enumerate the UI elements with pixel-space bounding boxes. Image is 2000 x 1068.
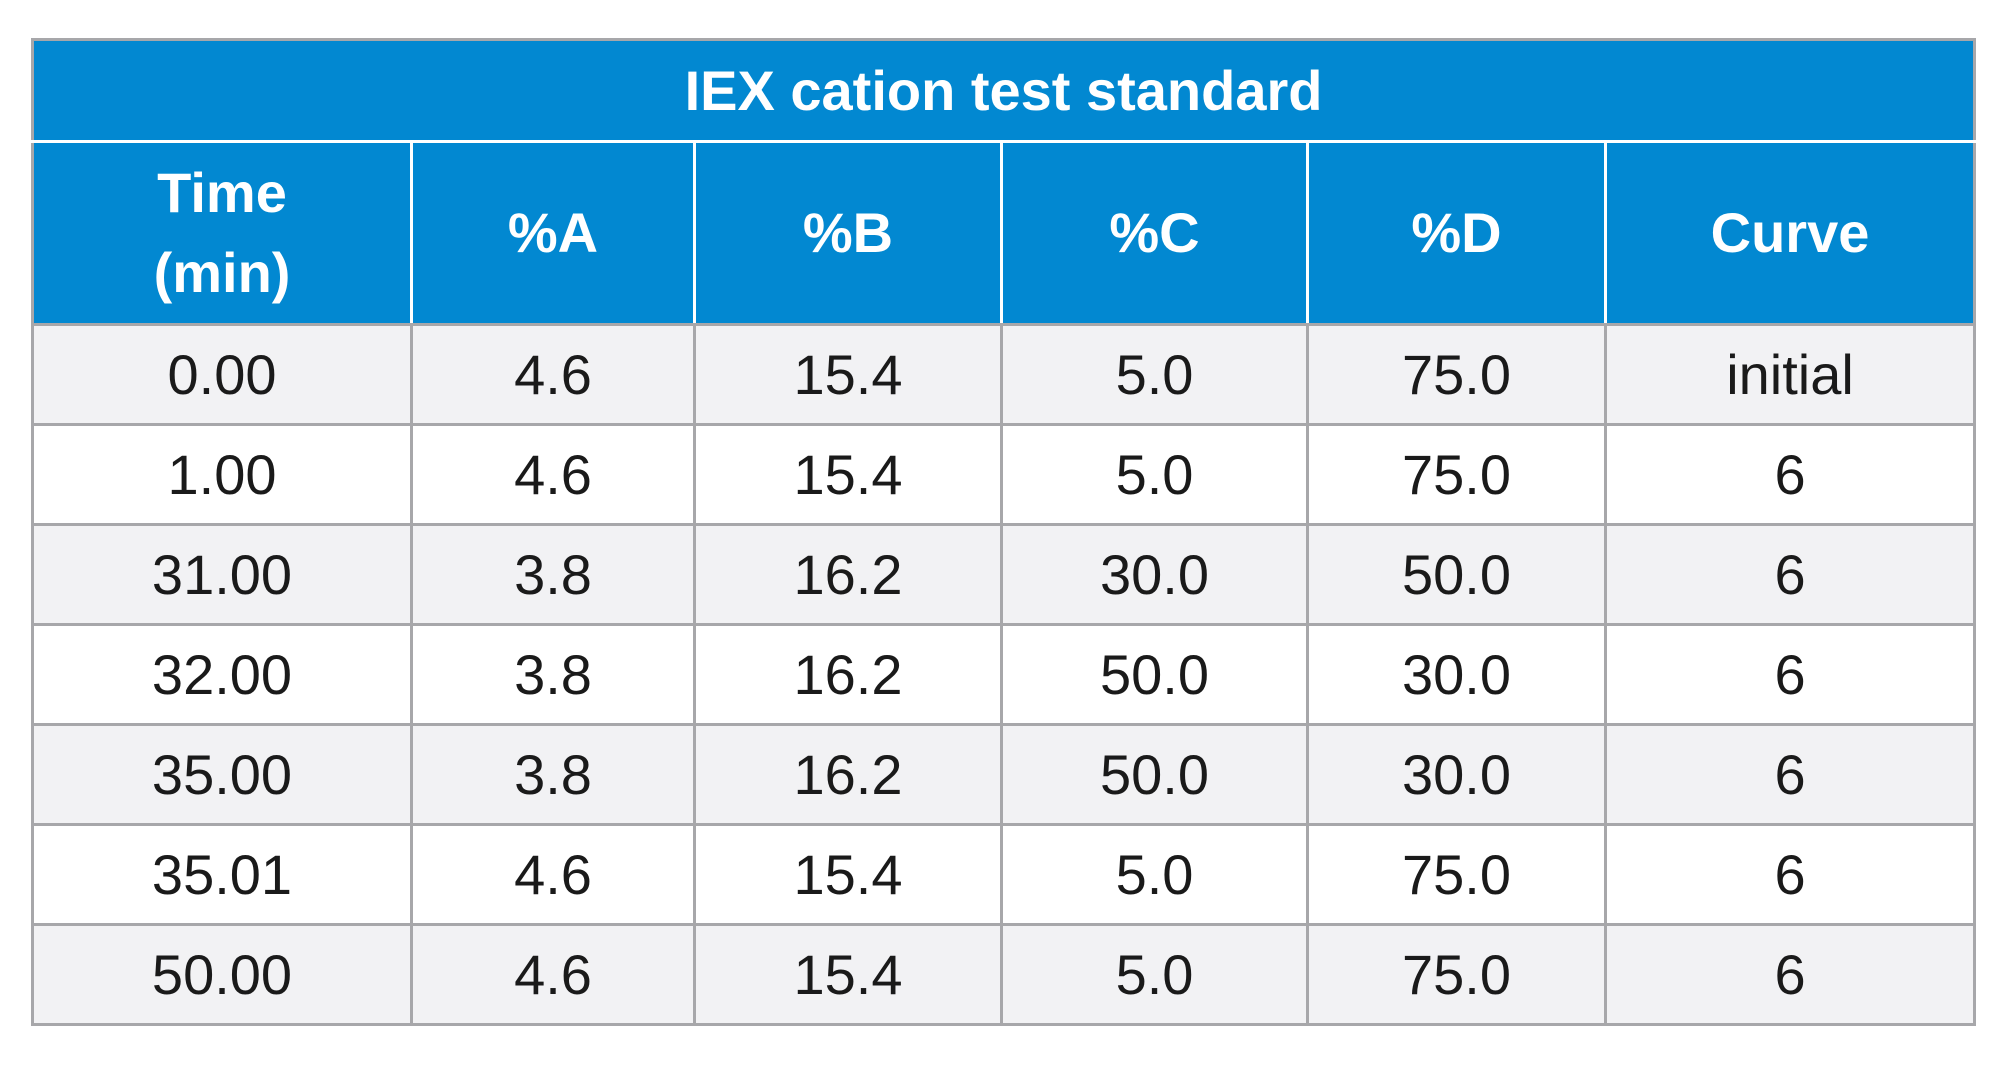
cell-a: 3.8	[410, 523, 696, 626]
column-header-time-line2: (min)	[153, 241, 291, 304]
cell-b: 16.2	[693, 723, 1003, 826]
cell-time: 1.00	[31, 423, 413, 526]
cell-d: 75.0	[1306, 323, 1607, 426]
column-header-row: Time (min) %A %B %C %D Curve	[31, 140, 1977, 326]
column-header-time-line1: Time	[157, 161, 287, 224]
cell-b: 15.4	[693, 323, 1003, 426]
table-row: 1.00 4.6 15.4 5.0 75.0 6	[31, 423, 1977, 526]
column-header-c: %C	[1000, 140, 1309, 326]
cell-curve: 6	[1603, 623, 1977, 726]
cell-c: 5.0	[1000, 423, 1309, 526]
cell-c: 50.0	[1000, 623, 1309, 726]
cell-curve: 6	[1603, 423, 1977, 526]
cell-c: 30.0	[1000, 523, 1309, 626]
cell-a: 4.6	[410, 823, 696, 926]
cell-b: 15.4	[693, 923, 1003, 1026]
table-row: 50.00 4.6 15.4 5.0 75.0 6	[31, 923, 1977, 1026]
table-row: 35.00 3.8 16.2 50.0 30.0 6	[31, 723, 1977, 826]
table-row: 31.00 3.8 16.2 30.0 50.0 6	[31, 523, 1977, 626]
cell-time: 50.00	[31, 923, 413, 1026]
cell-d: 30.0	[1306, 723, 1607, 826]
cell-curve: 6	[1603, 523, 1977, 626]
cell-time: 35.00	[31, 723, 413, 826]
cell-d: 75.0	[1306, 423, 1607, 526]
cell-time: 0.00	[31, 323, 413, 426]
table-row: 35.01 4.6 15.4 5.0 75.0 6	[31, 823, 1977, 926]
cell-curve: 6	[1603, 823, 1977, 926]
cell-d: 50.0	[1306, 523, 1607, 626]
gradient-table-container: IEX cation test standard Time (min) %A %…	[30, 38, 1977, 1026]
cell-c: 5.0	[1000, 823, 1309, 926]
table-title: IEX cation test standard	[30, 38, 1977, 143]
cell-a: 4.6	[410, 323, 696, 426]
cell-time: 32.00	[31, 623, 413, 726]
cell-b: 15.4	[693, 823, 1003, 926]
cell-curve: 6	[1603, 923, 1977, 1026]
table-row: 0.00 4.6 15.4 5.0 75.0 initial	[31, 323, 1977, 426]
cell-a: 3.8	[410, 723, 696, 826]
column-header-time: Time (min)	[31, 140, 413, 326]
cell-c: 50.0	[1000, 723, 1309, 826]
cell-a: 4.6	[410, 923, 696, 1026]
cell-c: 5.0	[1000, 323, 1309, 426]
column-header-d: %D	[1306, 140, 1607, 326]
cell-d: 30.0	[1306, 623, 1607, 726]
cell-b: 16.2	[693, 623, 1003, 726]
cell-d: 75.0	[1306, 923, 1607, 1026]
column-header-a: %A	[410, 140, 696, 326]
cell-b: 15.4	[693, 423, 1003, 526]
cell-time: 31.00	[31, 523, 413, 626]
cell-c: 5.0	[1000, 923, 1309, 1026]
gradient-table: IEX cation test standard Time (min) %A %…	[30, 38, 1977, 1026]
table-row: 32.00 3.8 16.2 50.0 30.0 6	[31, 623, 1977, 726]
column-header-curve: Curve	[1603, 140, 1977, 326]
cell-curve: initial	[1603, 323, 1977, 426]
cell-a: 4.6	[410, 423, 696, 526]
cell-a: 3.8	[410, 623, 696, 726]
cell-b: 16.2	[693, 523, 1003, 626]
cell-curve: 6	[1603, 723, 1977, 826]
cell-time: 35.01	[31, 823, 413, 926]
cell-d: 75.0	[1306, 823, 1607, 926]
column-header-b: %B	[693, 140, 1003, 326]
